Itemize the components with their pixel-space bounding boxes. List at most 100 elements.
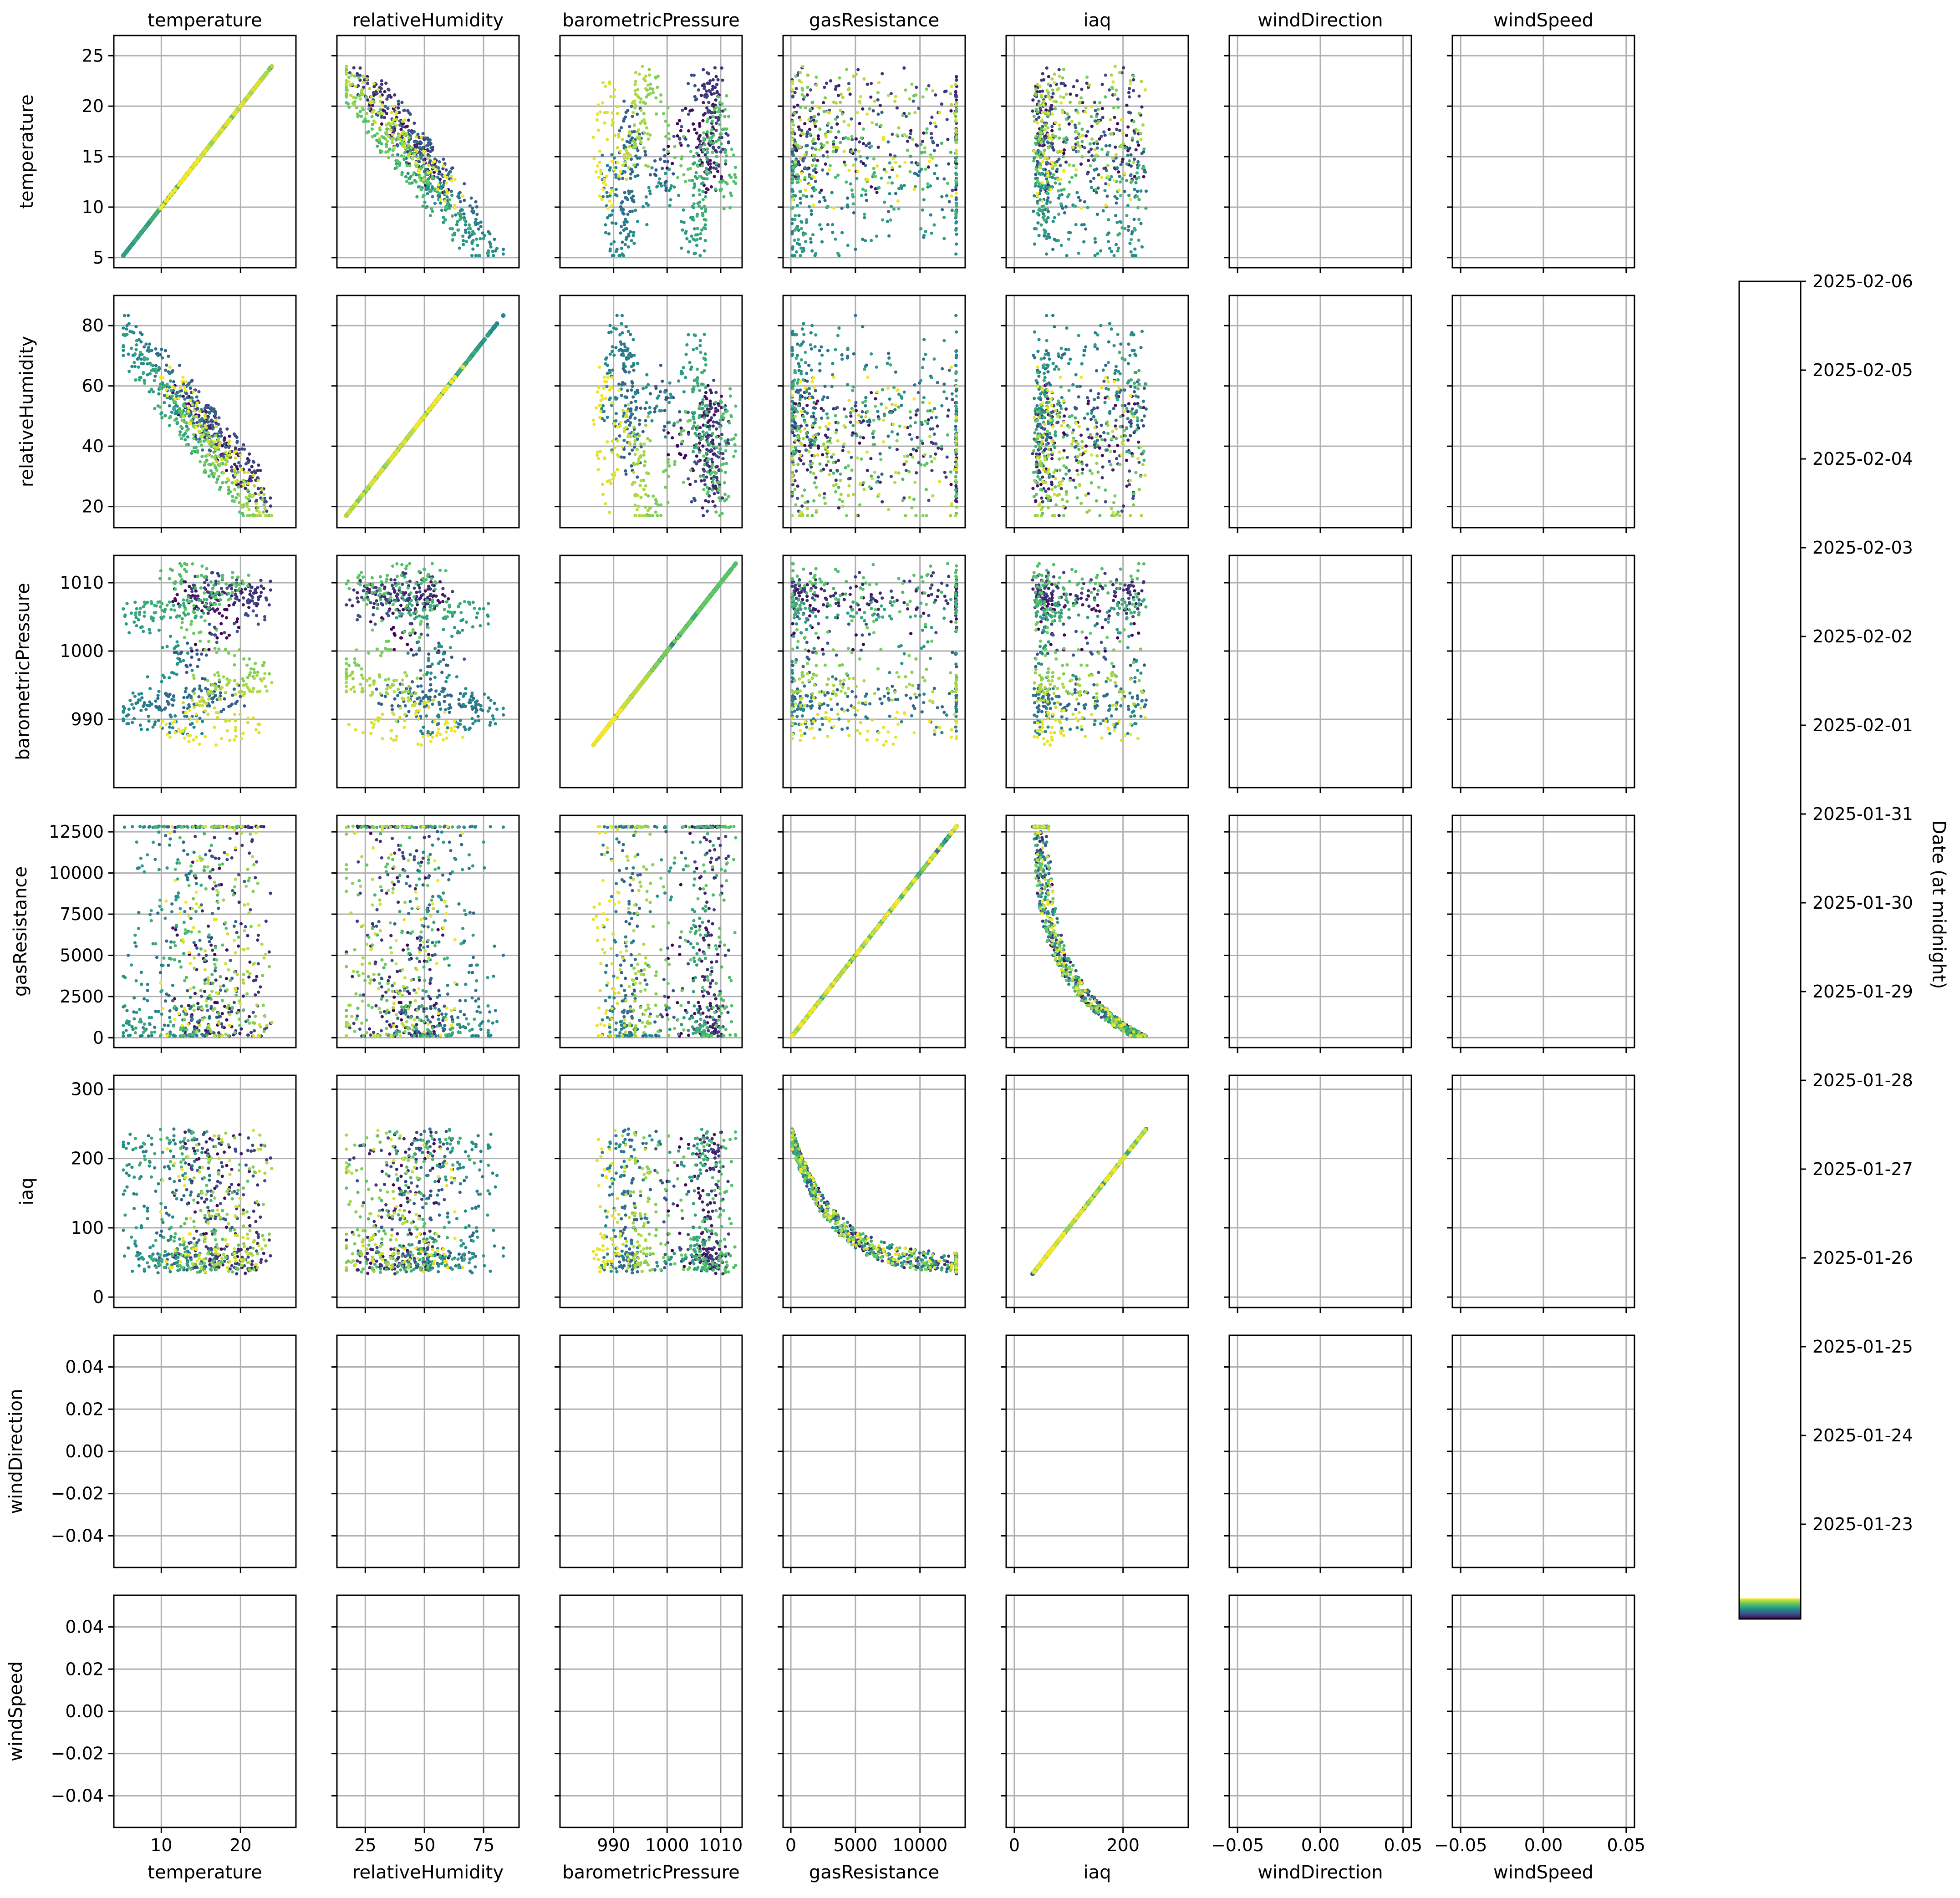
data-point (1118, 175, 1121, 178)
data-point (1129, 238, 1133, 241)
data-point (160, 416, 164, 419)
data-point (493, 238, 496, 241)
data-point (1077, 196, 1080, 199)
data-point (251, 87, 256, 92)
data-point (197, 390, 201, 394)
data-point (857, 149, 861, 153)
data-point (895, 133, 899, 137)
data-point (708, 171, 711, 175)
data-point (718, 122, 722, 126)
data-point (1080, 223, 1084, 227)
data-point (1133, 227, 1136, 230)
data-point (877, 186, 881, 190)
data-point (345, 92, 348, 96)
data-point (1090, 124, 1094, 128)
data-point (243, 470, 246, 474)
data-point (804, 106, 807, 110)
data-point (445, 188, 448, 192)
data-point (1128, 95, 1131, 99)
data-point (394, 112, 398, 116)
data-point (186, 409, 190, 413)
data-point (182, 433, 186, 437)
data-point (903, 161, 907, 164)
data-point (1083, 200, 1087, 204)
data-point (1100, 82, 1104, 86)
data-point (1045, 66, 1049, 70)
data-point (908, 170, 912, 173)
data-point (1036, 83, 1039, 87)
data-point (442, 164, 445, 168)
data-point (696, 164, 700, 168)
data-point (714, 122, 718, 125)
data-point (1059, 163, 1062, 167)
data-point (823, 198, 827, 202)
data-point (702, 136, 706, 140)
data-point (200, 417, 204, 421)
data-point (380, 142, 383, 146)
data-point (666, 106, 670, 110)
data-point (217, 416, 221, 420)
data-point (800, 93, 804, 97)
data-point (703, 239, 707, 242)
data-point (633, 106, 637, 110)
data-point (457, 212, 461, 215)
data-point (1046, 174, 1050, 178)
data-point (1039, 107, 1042, 110)
data-point (450, 214, 454, 218)
data-point (398, 133, 402, 137)
data-point (707, 111, 710, 114)
data-point (1106, 240, 1110, 244)
data-point (1069, 92, 1072, 96)
data-point (1099, 249, 1103, 253)
data-point (591, 136, 595, 139)
data-point (442, 183, 445, 187)
data-point (879, 123, 883, 127)
data-point (407, 146, 411, 150)
data-point (1053, 216, 1056, 219)
data-point (861, 142, 865, 146)
data-point (814, 252, 818, 255)
data-point (625, 220, 629, 224)
data-point (217, 437, 221, 440)
data-point (818, 127, 822, 131)
data-point (194, 425, 198, 429)
data-point (349, 93, 353, 97)
data-point (227, 492, 230, 495)
data-point (199, 440, 203, 443)
data-point (723, 149, 727, 153)
data-point (357, 76, 361, 80)
data-point (704, 167, 708, 170)
data-point (648, 192, 652, 196)
data-point (810, 101, 814, 105)
data-point (925, 127, 929, 131)
data-point (407, 143, 410, 147)
data-point (1065, 112, 1069, 116)
data-point (642, 131, 647, 135)
data-point (1054, 163, 1058, 167)
data-point (598, 149, 602, 153)
data-point (437, 166, 440, 170)
data-point (1052, 148, 1056, 152)
data-point (395, 162, 398, 166)
data-point (451, 238, 455, 241)
data-point (1100, 134, 1103, 138)
data-point (701, 181, 705, 185)
data-point (921, 208, 925, 212)
data-point (220, 444, 224, 448)
data-point (947, 200, 951, 204)
data-point (157, 368, 160, 372)
data-point (791, 189, 794, 193)
data-point (195, 159, 199, 164)
data-point (1124, 146, 1127, 150)
data-point (443, 199, 447, 203)
data-point (704, 170, 708, 173)
data-point (176, 183, 181, 187)
data-point (1116, 105, 1120, 109)
data-point (1100, 107, 1104, 110)
data-point (422, 149, 425, 153)
data-point (841, 96, 845, 99)
data-point (616, 146, 619, 149)
data-point (1054, 177, 1057, 180)
data-point (382, 116, 387, 119)
